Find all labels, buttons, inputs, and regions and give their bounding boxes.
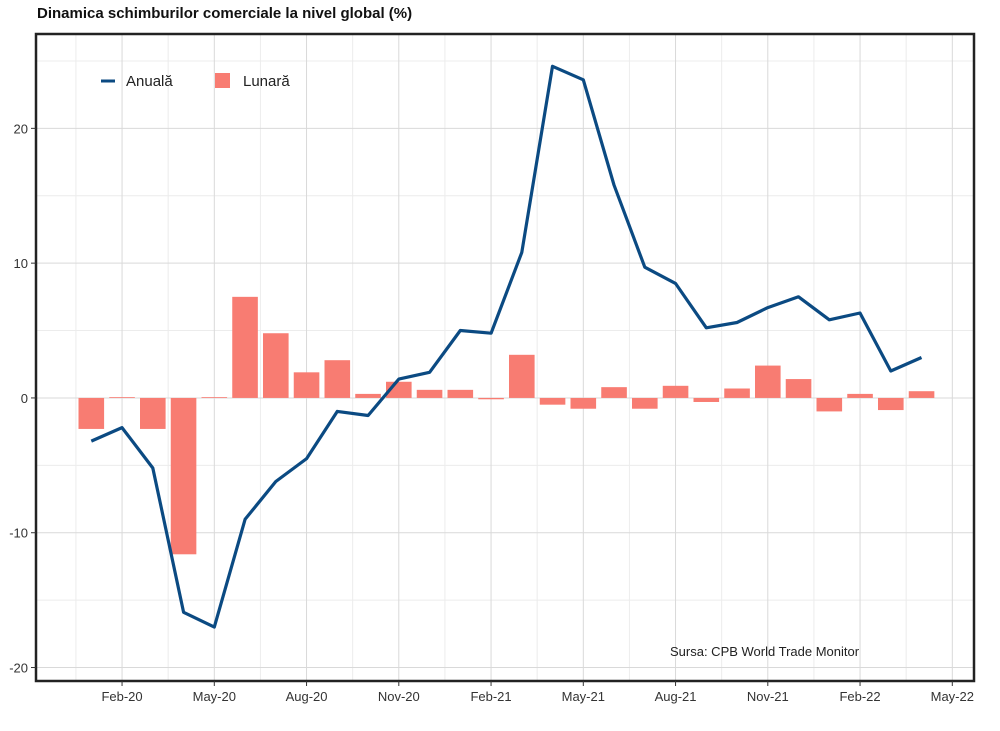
bar-lunara (293, 372, 320, 398)
x-tick-label: Nov-21 (747, 689, 789, 704)
grid-major (36, 34, 974, 681)
bar-lunara (232, 296, 258, 398)
bar-lunara (140, 397, 166, 429)
bar-lunara (662, 385, 689, 398)
bar-lunara (478, 397, 504, 400)
y-tick-label: 0 (21, 391, 28, 406)
bar-lunara (816, 397, 843, 412)
bar-lunara (693, 397, 720, 402)
plot-frame (34, 32, 976, 683)
bar-lunara (632, 397, 658, 409)
bar-lunara (170, 397, 197, 555)
grid-minor (36, 34, 974, 681)
bar-lunara (908, 391, 935, 398)
chart-title: Dinamica schimburilor comerciale la nive… (37, 5, 413, 22)
x-tick-label: Aug-21 (655, 689, 697, 704)
bar-lunara (416, 389, 443, 398)
bar-lunara (755, 365, 781, 398)
line-anuala (90, 64, 923, 629)
x-tick-label: Aug-20 (286, 689, 328, 704)
bar-lunara (109, 397, 135, 398)
bar-lunara (78, 397, 105, 429)
bar-lunara (201, 397, 228, 398)
x-tick-label: Nov-20 (378, 689, 420, 704)
bar-series-lunara (78, 296, 935, 555)
bar-lunara (847, 393, 873, 398)
bar-lunara (570, 397, 597, 409)
bar-lunara (601, 387, 627, 398)
x-tick-label: May-21 (562, 689, 605, 704)
bar-lunara (724, 388, 750, 398)
bar-lunara (785, 379, 812, 398)
legend-bar-swatch (215, 73, 230, 88)
y-tick-label: 20 (14, 121, 28, 136)
legend: Anuală Lunară (101, 73, 290, 90)
x-tick-label: May-20 (193, 689, 236, 704)
y-tick-label: 10 (14, 256, 28, 271)
bar-lunara (509, 354, 535, 398)
x-tick-label: Feb-22 (839, 689, 880, 704)
bar-lunara (539, 397, 566, 405)
x-axis: Feb-20 May-20 Aug-20 Nov-20 Feb-21 May-21 Aug-… (101, 681, 974, 704)
line-series-anuala (90, 64, 923, 629)
x-tick-label: May-22 (931, 689, 974, 704)
y-tick-label: -10 (9, 526, 28, 541)
legend-label-lunara: Lunară (243, 73, 290, 90)
x-tick-label: Feb-20 (101, 689, 142, 704)
source-note: Sursa: CPB World Trade Monitor (670, 644, 860, 659)
bar-lunara (263, 333, 289, 398)
y-axis: -20 -10 0 10 20 (9, 121, 36, 676)
x-tick-label: Feb-21 (470, 689, 511, 704)
legend-label-anuala: Anuală (126, 73, 173, 90)
bar-lunara (447, 389, 474, 398)
bar-lunara (355, 393, 381, 398)
bar-lunara (324, 360, 351, 398)
y-tick-label: -20 (9, 661, 28, 676)
bar-lunara (878, 397, 904, 411)
